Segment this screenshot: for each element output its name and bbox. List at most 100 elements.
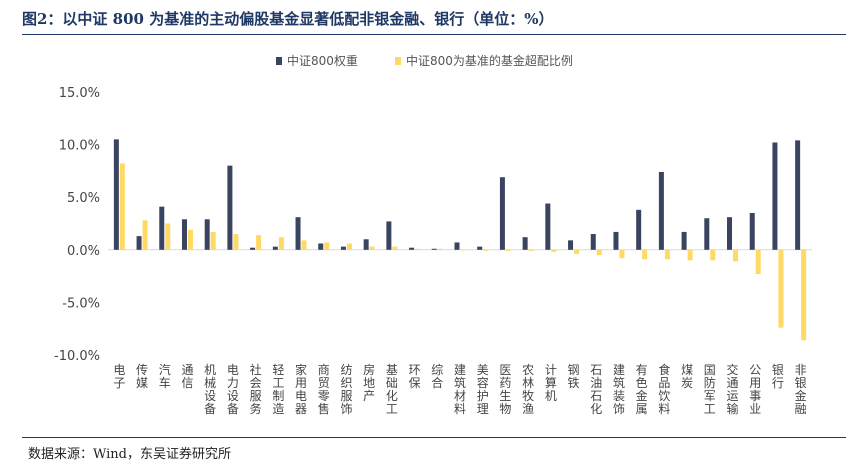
bar-overweight — [551, 249, 557, 252]
bar-weight — [727, 217, 733, 250]
bar-overweight — [528, 249, 534, 251]
category-label: 建筑装饰 — [613, 363, 625, 416]
category-label: 计算机 — [545, 363, 557, 403]
bar-overweight — [278, 237, 284, 250]
bar-weight — [477, 246, 483, 250]
source-rule — [22, 437, 846, 438]
category-label: 钢铁 — [568, 363, 580, 390]
bar-weight — [454, 242, 460, 250]
category-label: 商贸零售 — [318, 362, 330, 416]
bar-weight — [499, 177, 505, 250]
bar-overweight — [437, 248, 443, 250]
category-label: 银行 — [772, 363, 784, 390]
category-label: 机械设备 — [204, 363, 216, 416]
bar-overweight — [619, 249, 625, 259]
legend-swatch — [276, 57, 282, 65]
category-label: 环保 — [409, 363, 421, 390]
bar-weight — [363, 239, 369, 250]
bar-overweight — [733, 249, 739, 262]
bar-weight — [431, 248, 437, 250]
bar-weight — [272, 246, 278, 250]
bar-overweight — [687, 249, 693, 261]
bar-weight — [386, 221, 392, 250]
bar-overweight — [596, 249, 602, 256]
category-label: 轻工制造 — [272, 363, 284, 416]
bar-overweight — [460, 249, 466, 251]
bar-overweight — [142, 220, 148, 250]
category-label: 通信 — [181, 363, 193, 390]
bar-overweight — [755, 249, 761, 274]
category-label: 电子 — [113, 363, 125, 390]
category-label: 国防军工 — [704, 363, 716, 416]
category-label: 交通运输 — [727, 362, 739, 416]
category-label: 房地产 — [363, 362, 375, 403]
bar-overweight — [483, 249, 489, 251]
bar-weight — [590, 234, 596, 250]
legend-label: 中证800权重 — [287, 53, 358, 68]
bar-weight — [568, 240, 574, 250]
category-label: 美容护理 — [477, 363, 489, 416]
bar-weight — [340, 246, 346, 250]
bar-weight — [704, 218, 710, 250]
bar-weight — [204, 219, 210, 250]
bar-weight — [545, 203, 551, 250]
category-label: 汽车 — [159, 362, 171, 390]
bar-overweight — [165, 223, 171, 250]
bar-weight — [181, 219, 187, 250]
category-label: 非银金融 — [795, 363, 807, 416]
y-tick-label: 10.0% — [59, 139, 100, 154]
x-axis: 电子传媒汽车通信机械设备电力设备社会服务轻工制造家用电器商贸零售纺织服饰房地产基… — [113, 362, 806, 416]
category-label: 综合 — [431, 363, 443, 390]
bar-overweight — [210, 231, 216, 250]
bar-weight — [613, 231, 619, 250]
bar-overweight — [801, 249, 807, 341]
bar-overweight — [369, 246, 375, 250]
bar-overweight — [233, 234, 239, 250]
category-label: 家用电器 — [295, 362, 307, 416]
legend: 中证800权重 中证800为基准的基金超配比例 — [276, 53, 573, 68]
bar-weight — [250, 247, 256, 250]
title-rule — [22, 34, 846, 35]
source-note: 数据来源：Wind，东吴证券研究所 — [28, 447, 231, 462]
bar-overweight — [301, 240, 307, 250]
category-label: 煤炭 — [681, 363, 693, 390]
bar-weight — [681, 231, 687, 250]
y-tick-label: 5.0% — [67, 191, 100, 206]
legend-swatch — [395, 57, 401, 65]
bar-weight — [113, 139, 119, 250]
bar-overweight — [324, 242, 330, 250]
y-tick-label: -5.0% — [62, 296, 100, 311]
category-label: 基础化工 — [386, 363, 398, 416]
category-label: 纺织服饰 — [340, 363, 352, 416]
bar-overweight — [392, 246, 398, 250]
category-label: 石油石化 — [590, 363, 602, 416]
bar-overweight — [256, 235, 262, 250]
category-label: 医药生物 — [499, 363, 511, 416]
bar-overweight — [642, 249, 648, 260]
bar-weight — [795, 140, 801, 250]
bar-weight — [227, 165, 233, 250]
category-label: 传媒 — [136, 362, 148, 390]
bar-weight — [136, 236, 142, 250]
bar-weight — [409, 247, 415, 250]
category-label: 有色金属 — [636, 363, 648, 416]
bar-overweight — [664, 249, 670, 260]
bar-overweight — [119, 163, 125, 250]
category-label: 社会服务 — [250, 362, 262, 416]
bar-overweight — [187, 229, 193, 250]
bar-overweight — [415, 248, 421, 250]
y-tick-label: 15.0% — [59, 86, 100, 101]
bar-weight — [636, 209, 642, 250]
bar-overweight — [710, 249, 716, 261]
chart-title: 图2：以中证 800 为基准的主动偏股基金显著低配非银金融、银行（单位：%） — [22, 10, 554, 28]
bar-weight — [749, 212, 755, 250]
category-label: 建筑材料 — [454, 363, 466, 416]
bar-weight — [522, 237, 528, 250]
bar-weight — [658, 171, 664, 250]
y-tick-label: 0.0% — [67, 244, 100, 259]
bar-overweight — [778, 249, 784, 328]
category-label: 公用事业 — [749, 363, 761, 416]
bar-weight — [318, 243, 324, 250]
category-label: 农林牧渔 — [522, 363, 534, 416]
